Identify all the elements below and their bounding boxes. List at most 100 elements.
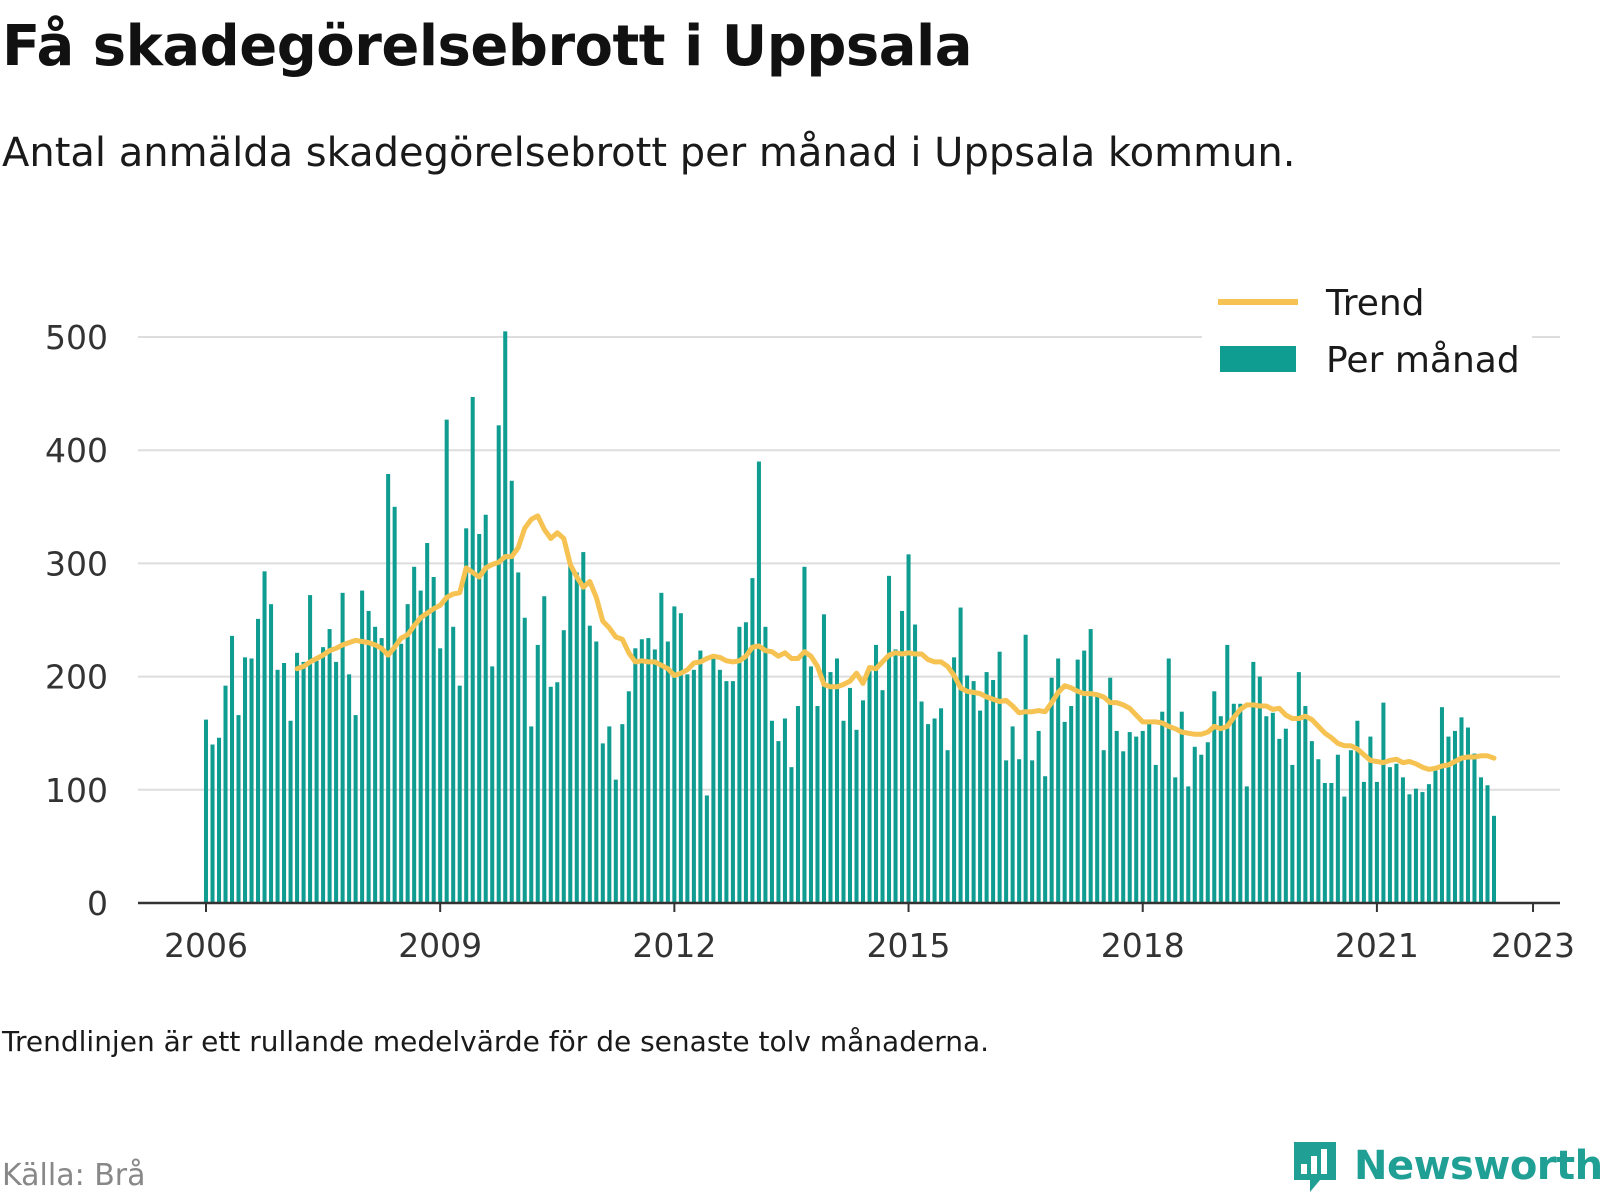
bar (1355, 720, 1360, 903)
bar (1465, 727, 1470, 903)
bar (236, 715, 241, 903)
bar (939, 708, 944, 903)
bar (399, 643, 404, 903)
bar (1277, 738, 1282, 903)
bar (965, 675, 970, 903)
bar (763, 626, 768, 903)
bar (991, 679, 996, 903)
bar (874, 644, 879, 903)
bar (1153, 764, 1158, 903)
bar (913, 624, 918, 903)
bar (607, 726, 612, 903)
bar (477, 533, 482, 903)
bar (444, 419, 449, 903)
bar (1160, 711, 1165, 903)
bar (1108, 677, 1113, 903)
bar (1127, 732, 1132, 903)
chart: 0 100 200 300 400 500 2006 2009 2012 2015 2018 202… (45, 283, 1576, 965)
bar (210, 744, 215, 903)
bar (659, 592, 664, 903)
bar (978, 710, 983, 903)
bar (932, 718, 937, 903)
chart-title: Få skadegörelsebrott i Uppsala (2, 14, 973, 79)
bar (496, 425, 501, 903)
bar (900, 610, 905, 903)
bar (1212, 691, 1217, 903)
legend-bar-label: Per månad (1326, 340, 1520, 381)
bar (1452, 730, 1457, 903)
bar (243, 657, 248, 903)
bar (997, 651, 1002, 903)
bar (1439, 707, 1444, 903)
bar (1114, 730, 1119, 903)
bar (802, 566, 807, 903)
bar (1257, 676, 1262, 903)
bar (887, 575, 892, 903)
bar (1173, 777, 1178, 903)
bar (828, 672, 833, 903)
bar (1407, 794, 1412, 903)
bar (1225, 644, 1230, 903)
bar (769, 720, 774, 903)
bar (529, 726, 534, 903)
bar (1322, 783, 1327, 903)
bar (594, 641, 599, 903)
bar (1140, 730, 1145, 903)
bar (808, 666, 813, 903)
bar (620, 724, 625, 903)
bar (1420, 792, 1425, 903)
bar (782, 718, 787, 903)
bar (1101, 750, 1106, 903)
bar (360, 590, 365, 903)
bars-per-month (203, 331, 1497, 904)
bar (386, 473, 391, 903)
chart-subtitle: Antal anmälda skadegörelsebrott per måna… (2, 130, 1296, 176)
bar (1316, 759, 1321, 903)
bar (776, 741, 781, 903)
bar (581, 552, 586, 903)
bar (1478, 777, 1484, 903)
bar (1413, 788, 1418, 903)
bar (490, 666, 495, 903)
bar (334, 661, 339, 903)
bar (464, 528, 469, 903)
bar (256, 618, 261, 903)
bar (1342, 796, 1347, 903)
bar (1394, 763, 1399, 903)
bar (503, 331, 508, 904)
bar (282, 663, 287, 903)
bar (542, 596, 547, 903)
brand-logo: Newsworthy (1290, 1138, 1600, 1194)
brand-name: Newsworthy (1354, 1143, 1600, 1189)
legend-trend-label: Trend (1325, 283, 1425, 324)
bar (412, 566, 417, 903)
bar (854, 729, 859, 903)
bar (1491, 815, 1497, 903)
bar (672, 606, 677, 903)
bar (867, 670, 872, 903)
bar (1147, 720, 1152, 903)
bar (1186, 786, 1191, 903)
bar (1192, 746, 1197, 903)
bar (1199, 754, 1204, 903)
bar (1374, 781, 1379, 903)
bar (1329, 783, 1334, 903)
bar (600, 743, 605, 903)
bar (795, 706, 800, 903)
bar (522, 617, 527, 903)
bar (613, 779, 618, 903)
bar (1381, 702, 1386, 903)
bar (737, 626, 742, 903)
bar (249, 658, 254, 903)
bar (1166, 658, 1171, 903)
legend-bar-swatch (1220, 346, 1296, 372)
bar (678, 613, 683, 903)
bar (750, 578, 755, 903)
bar (574, 572, 579, 903)
bar (483, 514, 488, 903)
bar (418, 590, 423, 903)
bar (1387, 767, 1392, 903)
bar (353, 715, 358, 903)
bar (919, 701, 924, 903)
bar (841, 720, 846, 903)
